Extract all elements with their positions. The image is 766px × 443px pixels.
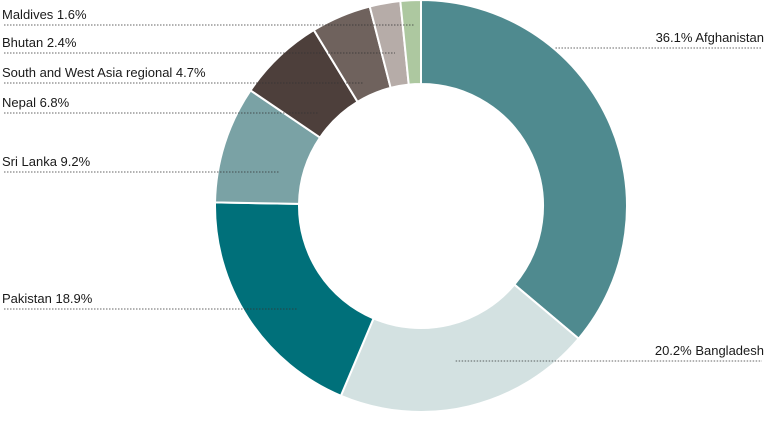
slice-maldives [399,0,422,86]
leader-line-group [4,24,762,362]
slice-label-nepal: Nepal 6.8% [2,95,70,110]
slice-label-sri-lanka: Sri Lanka 9.2% [2,154,91,169]
slice-afghanistan [420,0,628,341]
slice-bangladesh [339,283,581,413]
slice-label-pakistan: Pakistan 18.9% [2,291,93,306]
slice-label-bhutan: Bhutan 2.4% [2,35,77,50]
slice-group [214,0,628,413]
slice-label-south-and-west-asia-regional: South and West Asia regional 4.7% [2,65,206,80]
label-group: Maldives 1.6% Bhutan 2.4% South and West A… [2,7,764,358]
slice-label-maldives: Maldives 1.6% [2,7,87,22]
slice-label-bangladesh: 20.2% Bangladesh [655,343,764,358]
slice-pakistan [214,201,375,398]
slice-label-afghanistan: 36.1% Afghanistan [656,30,764,45]
